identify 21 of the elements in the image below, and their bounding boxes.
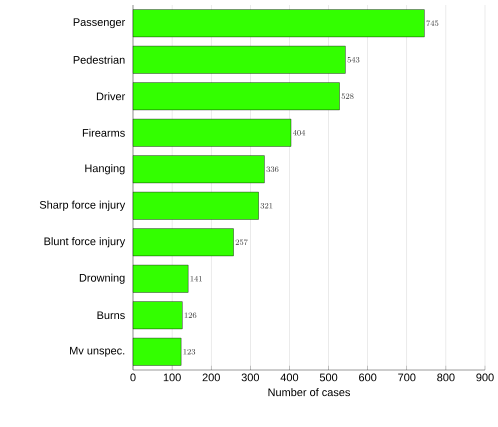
x-tick-label: 800 — [437, 374, 455, 382]
x-tick-label: 900 — [476, 374, 494, 382]
x-tick-label: 400 — [280, 374, 298, 382]
x-tick-label: 300 — [242, 374, 260, 382]
y-tick-label: Pedestrian — [74, 56, 124, 64]
x-tick-label: 700 — [398, 374, 416, 382]
x-tick-label: 600 — [359, 374, 376, 382]
x-axis-title: Number of cases — [268, 388, 350, 396]
x-tick-label: 200 — [202, 374, 220, 382]
y-tick-label: Drowning — [80, 274, 125, 284]
x-tick-label: 100 — [164, 374, 181, 382]
y-tick-label: Hanging — [85, 164, 125, 174]
y-tick-label: Mv unspec. — [70, 346, 124, 357]
y-tick-label: Burns — [98, 311, 125, 320]
y-tick-label: Firearms — [82, 128, 125, 137]
x-tick-label: 500 — [320, 374, 338, 382]
y-tick-label: Passenger — [74, 18, 126, 28]
y-tick-label: Sharp force injury — [40, 200, 126, 211]
y-tick-label: Blunt force injury — [44, 237, 126, 248]
y-tick-label: Driver — [96, 92, 126, 100]
x-tick-label: 0 — [130, 374, 136, 382]
